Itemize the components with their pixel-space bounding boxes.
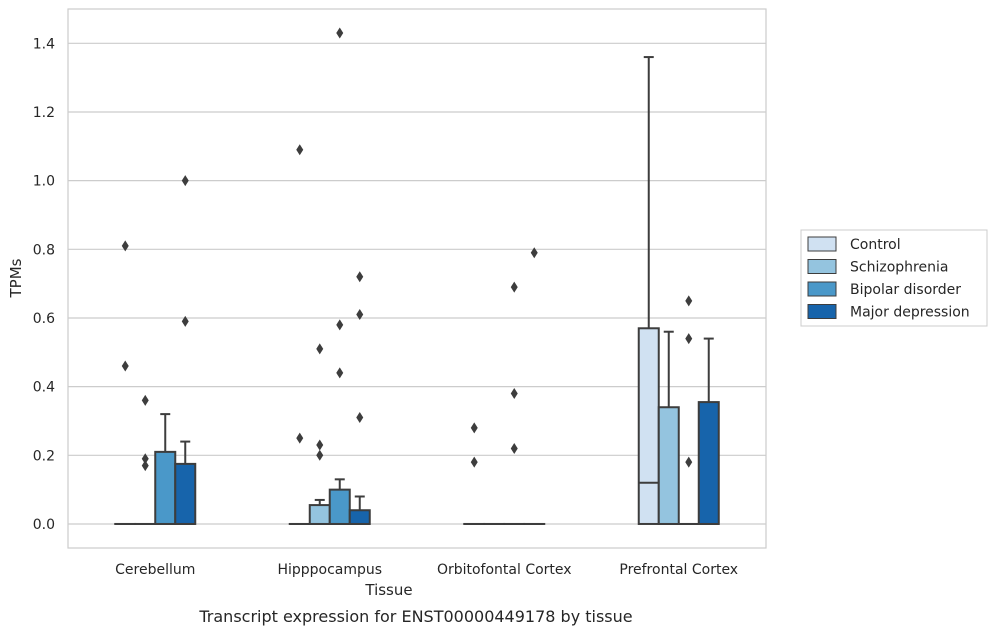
- y-tick-label: 1.2: [33, 105, 55, 121]
- x-tick-labels: Cerebellum Hipppocampus Orbitofontal Corte…: [115, 562, 738, 578]
- outlier-point: [356, 309, 364, 321]
- outlier-point: [121, 360, 129, 372]
- y-tick-label: 0.8: [33, 242, 55, 258]
- x-tick-label: Prefrontal Cortex: [619, 562, 738, 578]
- outlier-point: [685, 295, 693, 307]
- y-tick-label: 0.2: [33, 448, 55, 464]
- y-tick-label: 0.4: [33, 380, 55, 396]
- box-body: [154, 450, 177, 525]
- outlier-point: [336, 367, 344, 379]
- outlier-point: [470, 422, 478, 434]
- outlier-points: [121, 27, 693, 472]
- outlier-point: [356, 412, 364, 424]
- outlier-point: [356, 271, 364, 283]
- y-tick-labels: 0.0 0.2 0.4 0.6 0.8 1.0 1.2 1.4: [33, 36, 55, 533]
- outlier-point: [181, 315, 189, 327]
- x-tick-label: Cerebellum: [115, 562, 195, 578]
- outlier-point: [510, 442, 518, 454]
- outlier-point: [685, 333, 693, 345]
- legend-label: Major depression: [850, 305, 970, 321]
- outlier-point: [141, 453, 149, 465]
- legend-swatch: [807, 236, 837, 252]
- outlier-point: [336, 319, 344, 331]
- box-body: [328, 488, 351, 525]
- outlier-point: [685, 456, 693, 468]
- box-groups: [114, 56, 720, 525]
- box-body: [308, 504, 331, 525]
- outlier-point: [181, 175, 189, 187]
- box-body: [697, 401, 720, 525]
- box-bipolar-disorder: [154, 413, 177, 525]
- plot-frame: [67, 8, 767, 549]
- box-major-depression: [348, 495, 371, 525]
- legend-swatch: [807, 281, 837, 297]
- outlier-point: [296, 144, 304, 156]
- y-tick-label: 0.6: [33, 311, 55, 327]
- outlier-point: [530, 247, 538, 259]
- outlier-point: [121, 240, 129, 252]
- legend: Control Schizophrenia Bipolar disorder Majo…: [800, 229, 988, 327]
- box-body: [637, 327, 660, 525]
- outlier-point: [316, 343, 324, 355]
- box-body: [348, 509, 371, 525]
- outlier-point: [316, 439, 324, 451]
- outlier-point: [470, 456, 478, 468]
- legend-label: Control: [850, 237, 901, 253]
- y-axis-label: TPMs: [7, 258, 25, 298]
- y-tick-label: 0.0: [33, 517, 55, 533]
- legend-label: Schizophrenia: [850, 260, 948, 276]
- outlier-point: [296, 432, 304, 444]
- outlier-point: [336, 27, 344, 39]
- box-schizophrenia: [657, 330, 680, 525]
- x-tick-label: Orbitofontal Cortex: [437, 562, 572, 578]
- y-tick-label: 1.4: [33, 36, 55, 52]
- box-bipolar-disorder: [328, 478, 351, 525]
- box-body: [174, 462, 197, 525]
- x-tick-label: Hipppocampus: [277, 562, 382, 578]
- box-major-depression: [174, 440, 197, 525]
- x-axis-label: Tissue: [364, 581, 412, 599]
- outlier-point: [316, 449, 324, 461]
- outlier-point: [141, 460, 149, 472]
- box-body: [657, 406, 680, 525]
- box-schizophrenia: [308, 498, 331, 525]
- box-major-depression: [697, 337, 720, 525]
- chart-caption: Transcript expression for ENST0000044917…: [198, 607, 632, 626]
- legend-swatch: [807, 304, 837, 319]
- outlier-point: [141, 394, 149, 406]
- legend-label: Bipolar disorder: [850, 282, 961, 298]
- outlier-point: [510, 281, 518, 293]
- outlier-point: [510, 388, 518, 400]
- y-tick-label: 1.0: [33, 174, 55, 190]
- legend-swatch: [807, 259, 837, 274]
